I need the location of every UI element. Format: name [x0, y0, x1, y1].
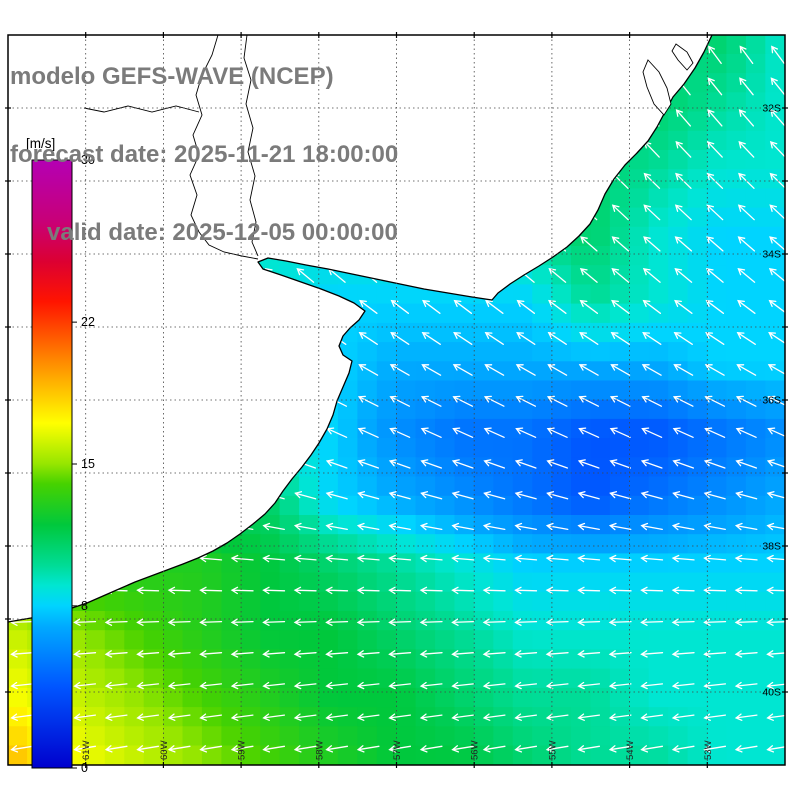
land-layer — [7, 34, 713, 623]
lon-label: 57W — [392, 740, 403, 760]
lat-label: 40S — [762, 687, 781, 699]
lon-label: 60W — [159, 740, 170, 760]
colorbar-tick-label: 15 — [81, 457, 95, 471]
valid-date: valid date: 2025-12-05 00:00:00 — [47, 219, 398, 246]
map-header: modelo GEFS-WAVE (NCEP) forecast date: 2… — [10, 12, 398, 298]
colorbar-tick-label: 8 — [81, 599, 88, 613]
coastline — [7, 34, 713, 623]
lon-label: 55W — [547, 740, 558, 760]
river-line — [83, 105, 200, 113]
colorbar-tick-label: 0 — [81, 761, 88, 775]
lagoon-outline — [671, 43, 694, 71]
lat-label: 36S — [762, 395, 781, 407]
colorbar: [m/s] 30 22 15 8 0 — [26, 136, 95, 775]
lon-label: 56W — [470, 740, 481, 760]
axis-labels-layer: 32S 34S 36S 38S 40S 61W 60W 59W 58W 57W 56W 55W 54W 5… — [81, 103, 781, 761]
lat-label: 34S — [762, 249, 781, 261]
lon-label: 54W — [625, 740, 636, 760]
lon-label: 58W — [314, 740, 325, 760]
forecast-date: forecast date: 2025-11-21 18:00:00 — [10, 141, 399, 168]
colorbar-units-label: [m/s] — [26, 136, 55, 151]
colorbar-gradient — [31, 159, 73, 769]
lat-label: 32S — [762, 103, 781, 115]
lat-label: 38S — [762, 541, 781, 553]
river-line — [189, 34, 259, 260]
lon-label: 61W — [81, 740, 92, 760]
model-name: modelo GEFS-WAVE (NCEP) — [10, 63, 334, 90]
river-line — [243, 34, 259, 257]
lagoon-outline — [642, 59, 672, 116]
graticule-layer — [5, 32, 788, 768]
lon-label: 59W — [237, 740, 248, 760]
lon-label: 53W — [703, 740, 714, 760]
colorbar-tick-label: 30 — [81, 153, 95, 167]
colorbar-tick-label: 22 — [81, 315, 95, 329]
